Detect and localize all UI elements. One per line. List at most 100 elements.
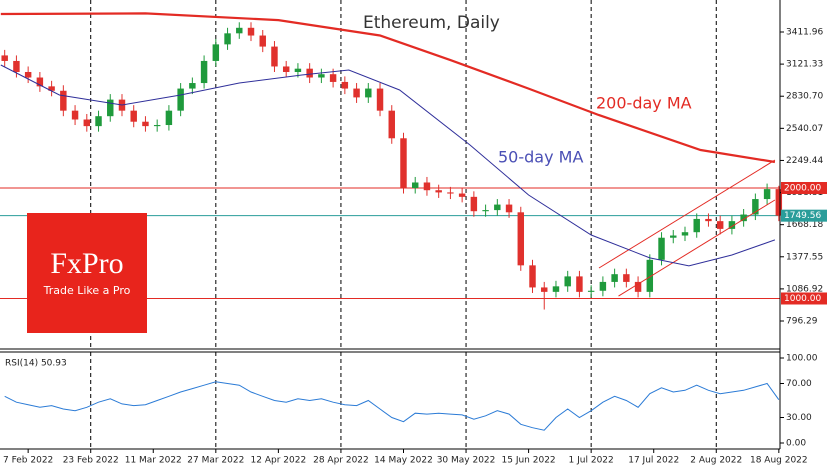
candle-body: [587, 290, 595, 292]
level-tag: [781, 182, 827, 195]
candle-body: [306, 68, 313, 78]
candle-body: [282, 66, 290, 72]
ma200-label: 200-day MA: [596, 94, 692, 113]
x-tick-label: 14 May 2022: [374, 456, 433, 466]
candle-body: [529, 265, 536, 288]
candle-body: [611, 274, 618, 282]
candle-body: [200, 60, 208, 84]
candle-body: [458, 193, 466, 197]
candle-body: [388, 110, 395, 139]
candle-body: [693, 218, 700, 233]
candle-body: [247, 27, 255, 36]
y-tick-label: 796.29: [786, 316, 818, 326]
candle-body: [564, 276, 571, 287]
candle-body: [271, 46, 278, 67]
logo-tagline: Trade Like a Pro: [43, 284, 131, 297]
candle-body: [435, 190, 442, 193]
candle-body: [552, 286, 560, 292]
level-label: 1749.56: [784, 211, 821, 221]
x-tick-label: 11 Mar 2022: [125, 456, 182, 466]
candle-body: [365, 88, 372, 98]
candle-body: [599, 281, 607, 291]
y-tick-label: 3121.33: [786, 60, 823, 70]
candle-body: [447, 192, 454, 194]
level-label: 1000.00: [784, 294, 821, 304]
candle-body: [224, 33, 231, 45]
y-tick-label: 1668.18: [786, 220, 823, 230]
y-tick-label: 2540.07: [786, 124, 823, 134]
y-tick-label: 1377.55: [786, 252, 823, 262]
x-tick-label: 27 Mar 2022: [187, 456, 244, 466]
x-tick-label: 2 Aug 2022: [690, 456, 742, 466]
candle-body: [752, 199, 759, 215]
candle-body: [13, 60, 20, 72]
candle-body: [107, 99, 114, 117]
candle-body: [658, 237, 665, 260]
chart-title: Ethereum, Daily: [363, 13, 500, 33]
candle-body: [36, 77, 44, 87]
logo-name: FxPro: [50, 247, 123, 280]
candle-body: [400, 138, 407, 189]
candle-body: [482, 210, 489, 212]
candle-body: [376, 88, 384, 111]
candle-body: [775, 189, 783, 216]
candle-body: [95, 116, 102, 127]
candle-body: [470, 196, 478, 212]
price-panel: [0, 12, 783, 310]
candle-body: [71, 110, 79, 120]
candle-body: [623, 274, 630, 282]
candle-body: [423, 182, 431, 191]
y-tick-label: 30.00: [786, 413, 812, 423]
candle-body: [236, 27, 243, 34]
y-tick-label: 2249.44: [786, 156, 823, 166]
y-tick-label: 70.00: [786, 379, 812, 389]
candle-body: [341, 81, 349, 89]
candle-body: [740, 214, 747, 222]
x-tick-label: 30 May 2022: [437, 456, 496, 466]
candle-body: [541, 287, 548, 292]
candle-body: [634, 281, 642, 292]
candle-body: [212, 44, 220, 61]
logo: FxPro Trade Like a Pro: [27, 213, 147, 333]
candle-body: [353, 88, 360, 98]
candle-body: [494, 204, 501, 211]
moving-average: [0, 64, 776, 267]
y-tick-label: 100.00: [786, 354, 818, 364]
candle-body: [411, 182, 419, 189]
candle-body: [24, 71, 32, 78]
candle-body: [177, 88, 184, 111]
candle-body: [728, 221, 736, 229]
y-tick-label: 3411.96: [786, 28, 823, 38]
candle-body: [48, 86, 55, 91]
candle-body: [142, 121, 149, 127]
y-tick-label: 1086.92: [786, 284, 823, 294]
candle-body: [189, 83, 196, 89]
x-tick-label: 18 Aug 2022: [750, 456, 808, 466]
candle-body: [681, 232, 689, 236]
x-tick-label: 15 Jun 2022: [502, 456, 556, 466]
candle-body: [318, 74, 325, 78]
candle-body: [329, 74, 337, 82]
candle-body: [705, 218, 712, 222]
candle-body: [294, 68, 302, 72]
x-tick-label: 28 Apr 2022: [313, 456, 369, 466]
rsi-title: RSI(14) 50.93: [5, 359, 67, 369]
x-tick-label: 23 Feb 2022: [63, 456, 119, 466]
y-tick-label: 2830.70: [786, 92, 823, 102]
ma50-label: 50-day MA: [498, 148, 583, 167]
candle-body: [165, 110, 173, 126]
x-tick-label: 7 Feb 2022: [3, 456, 53, 466]
candle-body: [517, 212, 525, 266]
candle-body: [60, 90, 67, 111]
candle-body: [505, 204, 513, 213]
candle-body: [153, 125, 161, 127]
candle-body: [259, 35, 266, 47]
candle-body: [646, 259, 654, 292]
x-tick-label: 12 Apr 2022: [251, 456, 307, 466]
y-tick-label: 0.00: [786, 438, 806, 448]
candle-body: [130, 110, 137, 122]
x-tick-label: 1 Jul 2022: [569, 456, 614, 466]
candle-body: [763, 189, 771, 200]
candle-body: [670, 235, 677, 238]
